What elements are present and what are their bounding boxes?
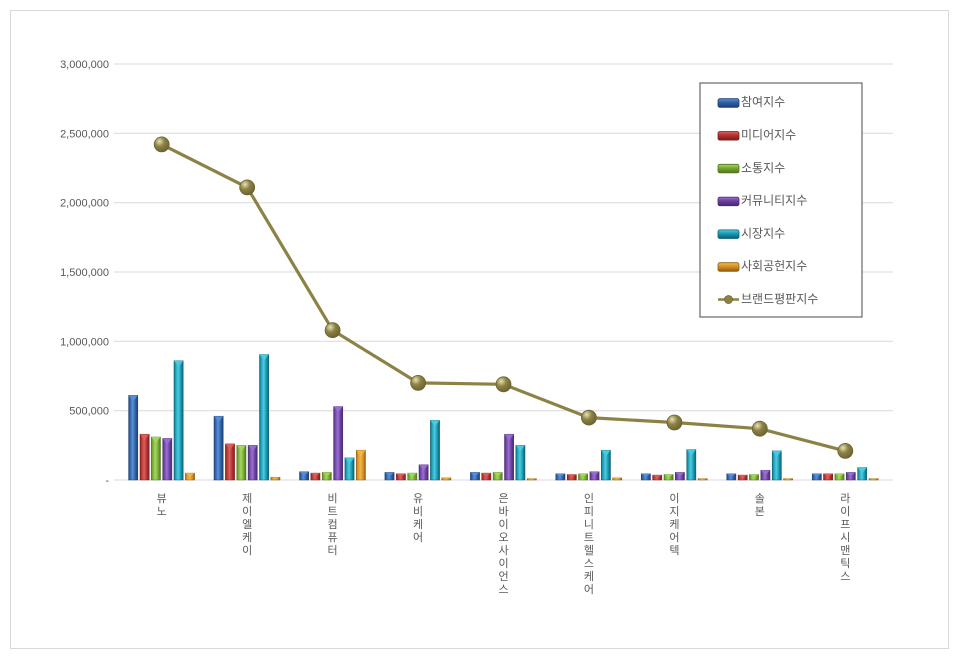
svg-text:어: 어 bbox=[669, 531, 679, 544]
svg-text:뷰: 뷰 bbox=[157, 492, 167, 505]
svg-text:트: 트 bbox=[584, 532, 594, 544]
svg-text:어: 어 bbox=[584, 583, 594, 596]
svg-text:어: 어 bbox=[413, 531, 423, 544]
svg-text:1,500,000: 1,500,000 bbox=[60, 267, 109, 279]
svg-text:이: 이 bbox=[669, 492, 679, 505]
svg-text:시장지수: 시장지수 bbox=[741, 226, 785, 240]
svg-text:트: 트 bbox=[328, 506, 338, 518]
svg-text:케: 케 bbox=[413, 518, 423, 531]
svg-text:은: 은 bbox=[498, 492, 508, 505]
svg-text:500,000: 500,000 bbox=[69, 406, 109, 418]
svg-text:케: 케 bbox=[242, 531, 252, 544]
svg-text:오: 오 bbox=[498, 532, 508, 544]
svg-text:3,000,000: 3,000,000 bbox=[60, 59, 109, 71]
svg-text:컴: 컴 bbox=[328, 518, 338, 531]
svg-text:니: 니 bbox=[584, 518, 594, 531]
svg-text:텍: 텍 bbox=[669, 544, 679, 557]
svg-text:라: 라 bbox=[840, 492, 850, 505]
svg-text:이: 이 bbox=[498, 518, 508, 531]
svg-text:1,000,000: 1,000,000 bbox=[60, 336, 109, 348]
svg-text:-: - bbox=[105, 475, 109, 487]
svg-text:사: 사 bbox=[498, 544, 508, 557]
svg-text:엘: 엘 bbox=[242, 518, 252, 531]
svg-text:비: 비 bbox=[328, 492, 338, 505]
svg-text:참여지수: 참여지수 bbox=[741, 95, 785, 109]
svg-text:시: 시 bbox=[840, 532, 850, 544]
svg-text:피: 피 bbox=[584, 505, 594, 518]
svg-text:케: 케 bbox=[669, 518, 679, 531]
svg-text:헬: 헬 bbox=[584, 544, 594, 557]
svg-text:언: 언 bbox=[498, 570, 508, 583]
svg-text:케: 케 bbox=[584, 570, 594, 583]
svg-text:이: 이 bbox=[840, 505, 850, 518]
svg-text:커뮤니티지수: 커뮤니티지수 bbox=[741, 194, 807, 208]
svg-text:비: 비 bbox=[413, 505, 423, 518]
svg-text:이: 이 bbox=[498, 557, 508, 570]
svg-text:스: 스 bbox=[498, 583, 508, 596]
svg-text:바: 바 bbox=[498, 505, 508, 518]
svg-text:사회공헌지수: 사회공헌지수 bbox=[741, 259, 807, 273]
svg-text:틱: 틱 bbox=[840, 557, 850, 570]
svg-text:퓨: 퓨 bbox=[328, 532, 338, 544]
svg-text:이: 이 bbox=[242, 544, 252, 557]
svg-text:지: 지 bbox=[669, 505, 679, 518]
svg-text:프: 프 bbox=[840, 519, 850, 531]
svg-text:유: 유 bbox=[413, 492, 423, 505]
svg-text:솔: 솔 bbox=[755, 492, 765, 505]
svg-text:이: 이 bbox=[242, 505, 252, 518]
svg-text:미디어지수: 미디어지수 bbox=[741, 128, 796, 142]
svg-text:본: 본 bbox=[755, 506, 765, 518]
svg-text:맨: 맨 bbox=[840, 544, 850, 557]
svg-text:인: 인 bbox=[584, 492, 594, 505]
svg-text:2,500,000: 2,500,000 bbox=[60, 128, 109, 140]
svg-text:스: 스 bbox=[840, 570, 850, 583]
svg-text:브랜드평판지수: 브랜드평판지수 bbox=[741, 292, 818, 306]
svg-text:제: 제 bbox=[242, 492, 252, 505]
svg-text:터: 터 bbox=[328, 544, 338, 557]
svg-text:노: 노 bbox=[157, 506, 167, 518]
svg-text:2,000,000: 2,000,000 bbox=[60, 198, 109, 210]
svg-text:스: 스 bbox=[584, 557, 594, 570]
svg-text:소통지수: 소통지수 bbox=[741, 161, 785, 175]
